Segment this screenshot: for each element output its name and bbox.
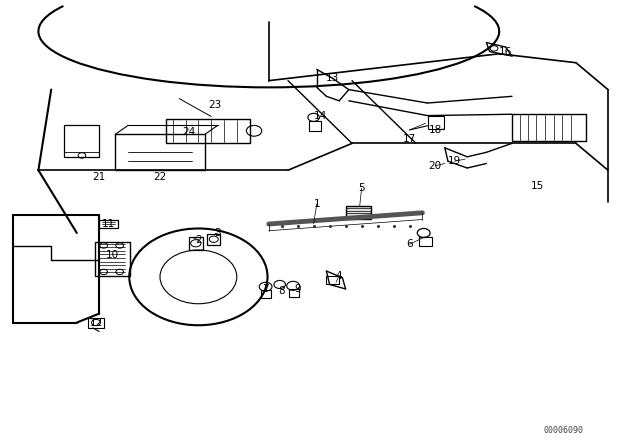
- Text: 9: 9: [294, 284, 301, 294]
- Text: 24: 24: [182, 127, 195, 137]
- Bar: [512, 114, 586, 141]
- Text: 16: 16: [499, 47, 512, 56]
- Text: 7: 7: [262, 284, 269, 294]
- Text: 14: 14: [314, 112, 326, 121]
- Bar: [419, 237, 432, 246]
- Text: 10: 10: [106, 250, 118, 260]
- Text: 1: 1: [314, 199, 320, 209]
- Bar: [64, 125, 99, 157]
- Text: 00006090: 00006090: [543, 426, 583, 435]
- Bar: [346, 206, 371, 219]
- Text: 6: 6: [406, 239, 413, 249]
- Text: 12: 12: [90, 318, 102, 327]
- Text: 3: 3: [214, 228, 221, 238]
- Bar: [115, 134, 205, 170]
- Bar: [326, 276, 339, 284]
- Bar: [289, 289, 299, 297]
- Bar: [99, 220, 118, 228]
- Bar: [88, 318, 104, 328]
- Text: 2: 2: [195, 235, 202, 245]
- Text: 15: 15: [531, 181, 544, 191]
- Text: 19: 19: [448, 156, 461, 166]
- Bar: [309, 121, 321, 131]
- Text: 11: 11: [102, 219, 115, 229]
- Text: 4: 4: [336, 271, 342, 280]
- Bar: [95, 242, 130, 276]
- Bar: [189, 237, 203, 250]
- Bar: [428, 116, 444, 129]
- Bar: [207, 234, 220, 245]
- Text: 17: 17: [403, 134, 416, 144]
- Text: 20: 20: [429, 161, 442, 171]
- Text: 18: 18: [429, 125, 442, 135]
- Bar: [166, 119, 250, 143]
- Bar: [261, 290, 271, 298]
- Text: 21: 21: [93, 172, 106, 182]
- Text: 23: 23: [208, 100, 221, 110]
- Text: 22: 22: [154, 172, 166, 182]
- Text: 13: 13: [326, 73, 339, 83]
- Text: 5: 5: [358, 183, 365, 193]
- Text: 8: 8: [278, 286, 285, 296]
